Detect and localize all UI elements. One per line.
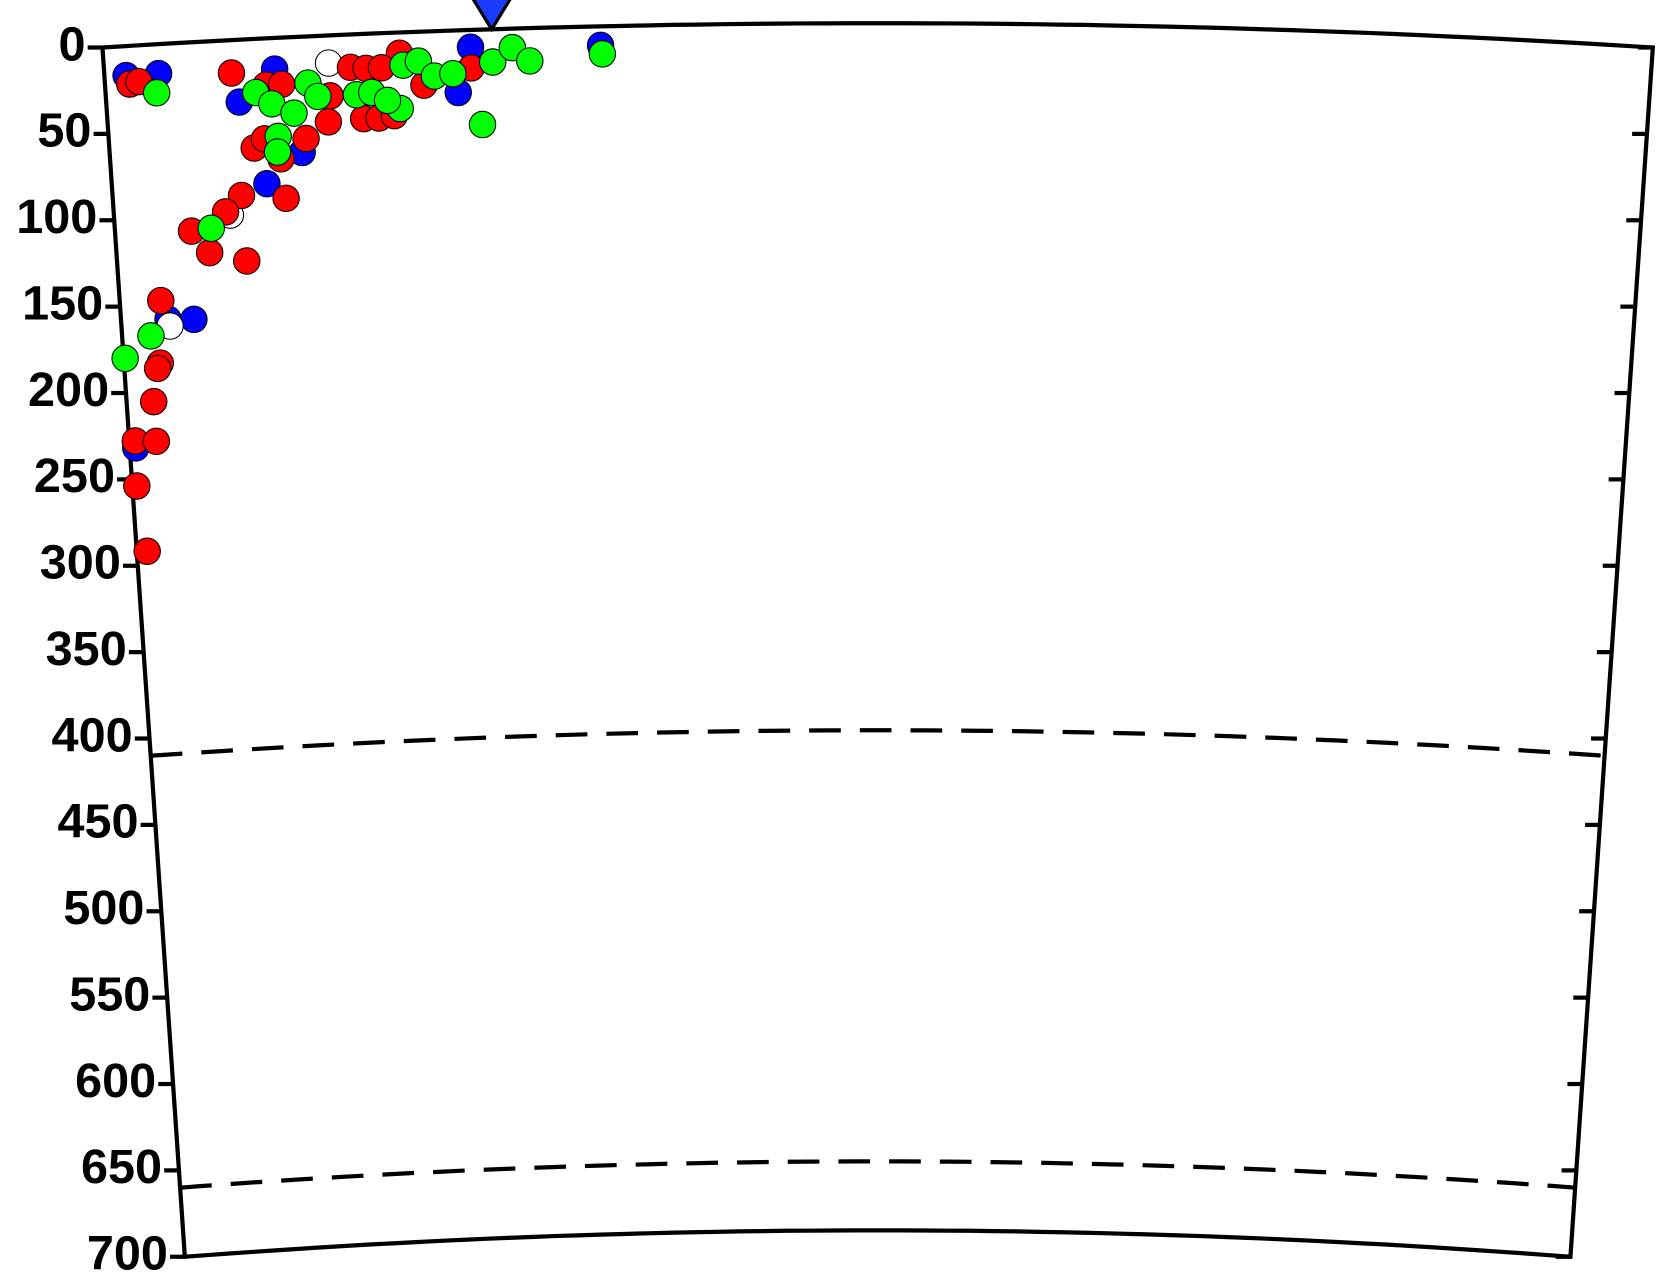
- y-tick-label: 350: [46, 622, 127, 676]
- event-point: [314, 108, 343, 136]
- event-point: [233, 247, 261, 275]
- event-point: [272, 184, 300, 213]
- y-tick-label: 200: [28, 363, 109, 417]
- event-point: [263, 138, 292, 166]
- y-tick-label: 100: [16, 190, 97, 244]
- event-point: [217, 59, 246, 87]
- section-frame: [100, 21, 1656, 1260]
- y-tick-label: 400: [52, 708, 133, 762]
- event-point: [143, 354, 172, 383]
- discontinuity-line: [150, 728, 1605, 758]
- y-tick-label: 50: [37, 104, 91, 158]
- y-tick-label: 250: [34, 449, 115, 503]
- event-point: [142, 427, 171, 456]
- event-point: [147, 286, 175, 315]
- y-tick-label: 550: [69, 967, 150, 1021]
- y-tick-label: 600: [75, 1054, 156, 1108]
- y-tick-label: 450: [57, 795, 138, 849]
- y-tick-label: 0: [59, 17, 86, 71]
- event-point: [140, 387, 168, 416]
- station-marker: [471, 0, 512, 33]
- event-point: [516, 47, 544, 75]
- event-point: [304, 82, 332, 111]
- event-point: [588, 40, 617, 68]
- event-point: [137, 322, 165, 350]
- event-point: [280, 99, 308, 127]
- y-tick-label: 150: [22, 276, 103, 330]
- y-tick-label: 500: [63, 881, 144, 935]
- event-point: [180, 305, 208, 334]
- event-point: [439, 59, 467, 88]
- event-point: [478, 48, 507, 76]
- event-point: [197, 214, 225, 243]
- y-tick-label: 300: [40, 536, 121, 590]
- event-point: [253, 169, 281, 198]
- event-point: [373, 86, 402, 115]
- y-tick-label: 700: [87, 1227, 168, 1280]
- event-point: [133, 537, 161, 565]
- discontinuity-line: [179, 1159, 1576, 1190]
- y-tick-label: 650: [81, 1140, 162, 1194]
- event-point: [292, 124, 320, 153]
- event-point: [111, 344, 139, 373]
- event-point: [195, 238, 224, 267]
- event-point: [123, 472, 151, 500]
- event-point: [142, 79, 171, 107]
- event-point: [468, 110, 497, 139]
